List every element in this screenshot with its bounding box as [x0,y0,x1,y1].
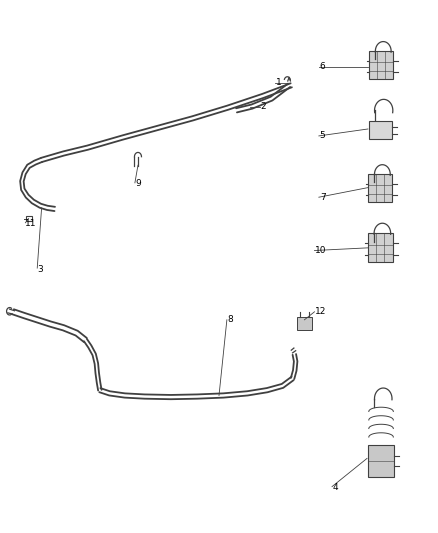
Bar [368,174,392,202]
Bar [369,121,392,140]
Text: 11: 11 [25,220,37,228]
Bar [367,233,393,262]
Bar [369,51,393,79]
Bar [297,317,312,330]
Text: 3: 3 [37,265,43,273]
Text: 12: 12 [315,308,327,316]
Text: 10: 10 [315,246,327,255]
Text: 5: 5 [320,132,325,140]
Text: 9: 9 [136,180,141,188]
Bar [26,216,32,221]
Text: 6: 6 [320,62,325,71]
Text: 2: 2 [261,102,266,111]
Text: 1: 1 [276,78,282,87]
Bar [368,445,394,477]
Text: 4: 4 [333,483,339,492]
Text: 8: 8 [228,316,233,324]
Text: 7: 7 [320,193,325,201]
